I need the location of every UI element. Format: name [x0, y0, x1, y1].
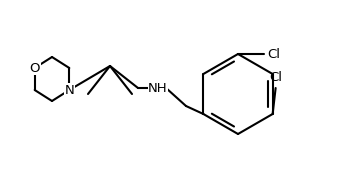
Text: N: N [64, 84, 74, 96]
Text: Cl: Cl [269, 71, 282, 84]
Text: NH: NH [148, 82, 168, 95]
Text: Cl: Cl [267, 47, 280, 61]
Text: O: O [29, 61, 40, 75]
